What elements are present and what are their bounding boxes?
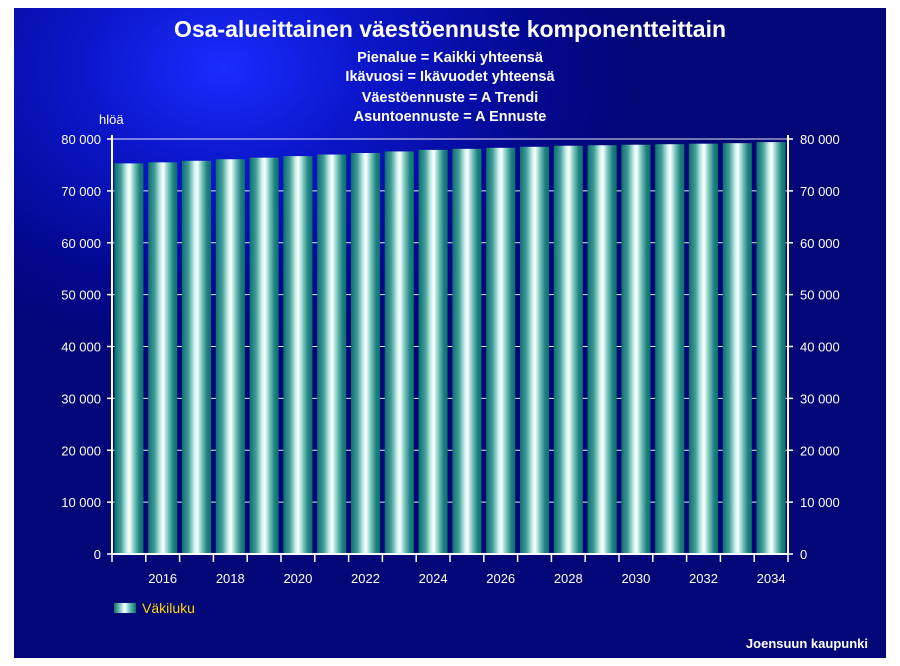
bars — [114, 142, 786, 555]
legend: Väkiluku — [114, 600, 195, 616]
x-tick-label: 2034 — [757, 571, 786, 586]
y-tick-label-right: 60 000 — [800, 236, 840, 251]
bar-2022 — [350, 153, 381, 554]
x-tick-label: 2022 — [351, 571, 380, 586]
chart-subtitle-ikavuosi: Ikävuosi = Ikävuodet yhteensä — [345, 69, 555, 85]
bar-2018 — [215, 159, 245, 554]
bar-2029 — [587, 145, 617, 554]
bar-2028 — [553, 145, 583, 554]
gridlines — [112, 138, 788, 503]
x-tick-label: 2024 — [419, 571, 448, 586]
bar-2033 — [722, 143, 752, 554]
y-tick-label-left: 30 000 — [61, 391, 101, 406]
x-tick-label: 2030 — [621, 571, 650, 586]
y-tick-label-right: 0 — [800, 547, 807, 562]
legend-swatch — [114, 603, 136, 613]
x-tick-label: 2020 — [283, 571, 312, 586]
y-tick-label-right: 70 000 — [800, 184, 840, 199]
chart-subtitle-pienalue: Pienalue = Kaikki yhteensä — [357, 50, 543, 66]
legend-label-vakiluku: Väkiluku — [142, 600, 195, 616]
bar-2031 — [655, 144, 685, 554]
y-tick-label-left: 70 000 — [61, 184, 101, 199]
footer-credit: Joensuun kaupunki — [745, 636, 868, 651]
bar-2021 — [317, 154, 347, 554]
bar-2017 — [181, 160, 212, 554]
y-tick-label-right: 10 000 — [800, 495, 840, 510]
chart-subtitle-vaestoennuste: Väestöennuste = A Trendi — [361, 90, 539, 106]
y-tick-label-right: 50 000 — [800, 288, 840, 303]
bar-2034 — [756, 142, 786, 555]
y-tick-label-left: 20 000 — [61, 443, 101, 458]
bar-2015 — [114, 163, 144, 554]
y-tick-label-right: 30 000 — [800, 391, 840, 406]
y-tick-label-left: 80 000 — [61, 132, 101, 147]
y-tick-label-right: 40 000 — [800, 340, 840, 355]
y-tick-label-right: 80 000 — [800, 132, 840, 147]
bar-2016 — [148, 162, 178, 554]
bar-2030 — [621, 144, 651, 555]
y-tick-label-left: 10 000 — [61, 495, 101, 510]
y-axis-unit-label: hlöä — [99, 112, 124, 127]
bar-2026 — [486, 147, 516, 554]
x-tick-label: 2026 — [486, 571, 515, 586]
x-tick-label: 2028 — [554, 571, 583, 586]
y-tick-label-left: 0 — [94, 547, 101, 562]
bar-2032 — [688, 143, 719, 554]
x-tick-label: 2016 — [148, 571, 177, 586]
bar-2027 — [519, 146, 550, 554]
x-tick-label: 2018 — [216, 571, 245, 586]
chart-title: Osa-alueittainen väestöennuste komponent… — [173, 16, 727, 42]
y-tick-label-left: 40 000 — [61, 340, 101, 355]
y-tick-label-left: 60 000 — [61, 236, 101, 251]
bar-2019 — [249, 157, 279, 555]
axes: 0 0 10 000 10 000 20 000 20 000 30 000 30 000 40… — [61, 132, 840, 586]
chart-subtitle-asuntoennuste: Asuntoennuste = A Ennuste — [353, 109, 547, 125]
x-tick-label: 2032 — [689, 571, 718, 586]
bar-2024 — [418, 149, 448, 555]
bar-2020 — [283, 156, 313, 554]
y-tick-label-left: 50 000 — [61, 288, 101, 303]
y-tick-label-right: 20 000 — [800, 443, 840, 458]
bar-2025 — [452, 148, 482, 554]
bar-2023 — [384, 151, 414, 554]
